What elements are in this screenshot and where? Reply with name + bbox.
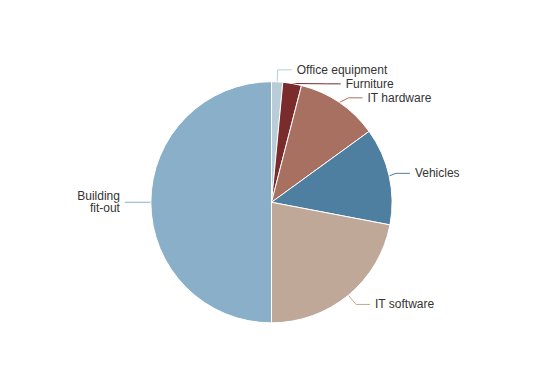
svg-text:Vehicles: Vehicles	[415, 166, 460, 180]
svg-text:Furniture: Furniture	[346, 77, 394, 91]
svg-text:Building: Building	[77, 189, 120, 204]
svg-text:fit-out: fit-out	[90, 201, 121, 215]
svg-text:IT software: IT software	[375, 297, 434, 311]
svg-text:Office equipment: Office equipment	[297, 63, 388, 77]
svg-text:IT hardware: IT hardware	[368, 91, 432, 105]
